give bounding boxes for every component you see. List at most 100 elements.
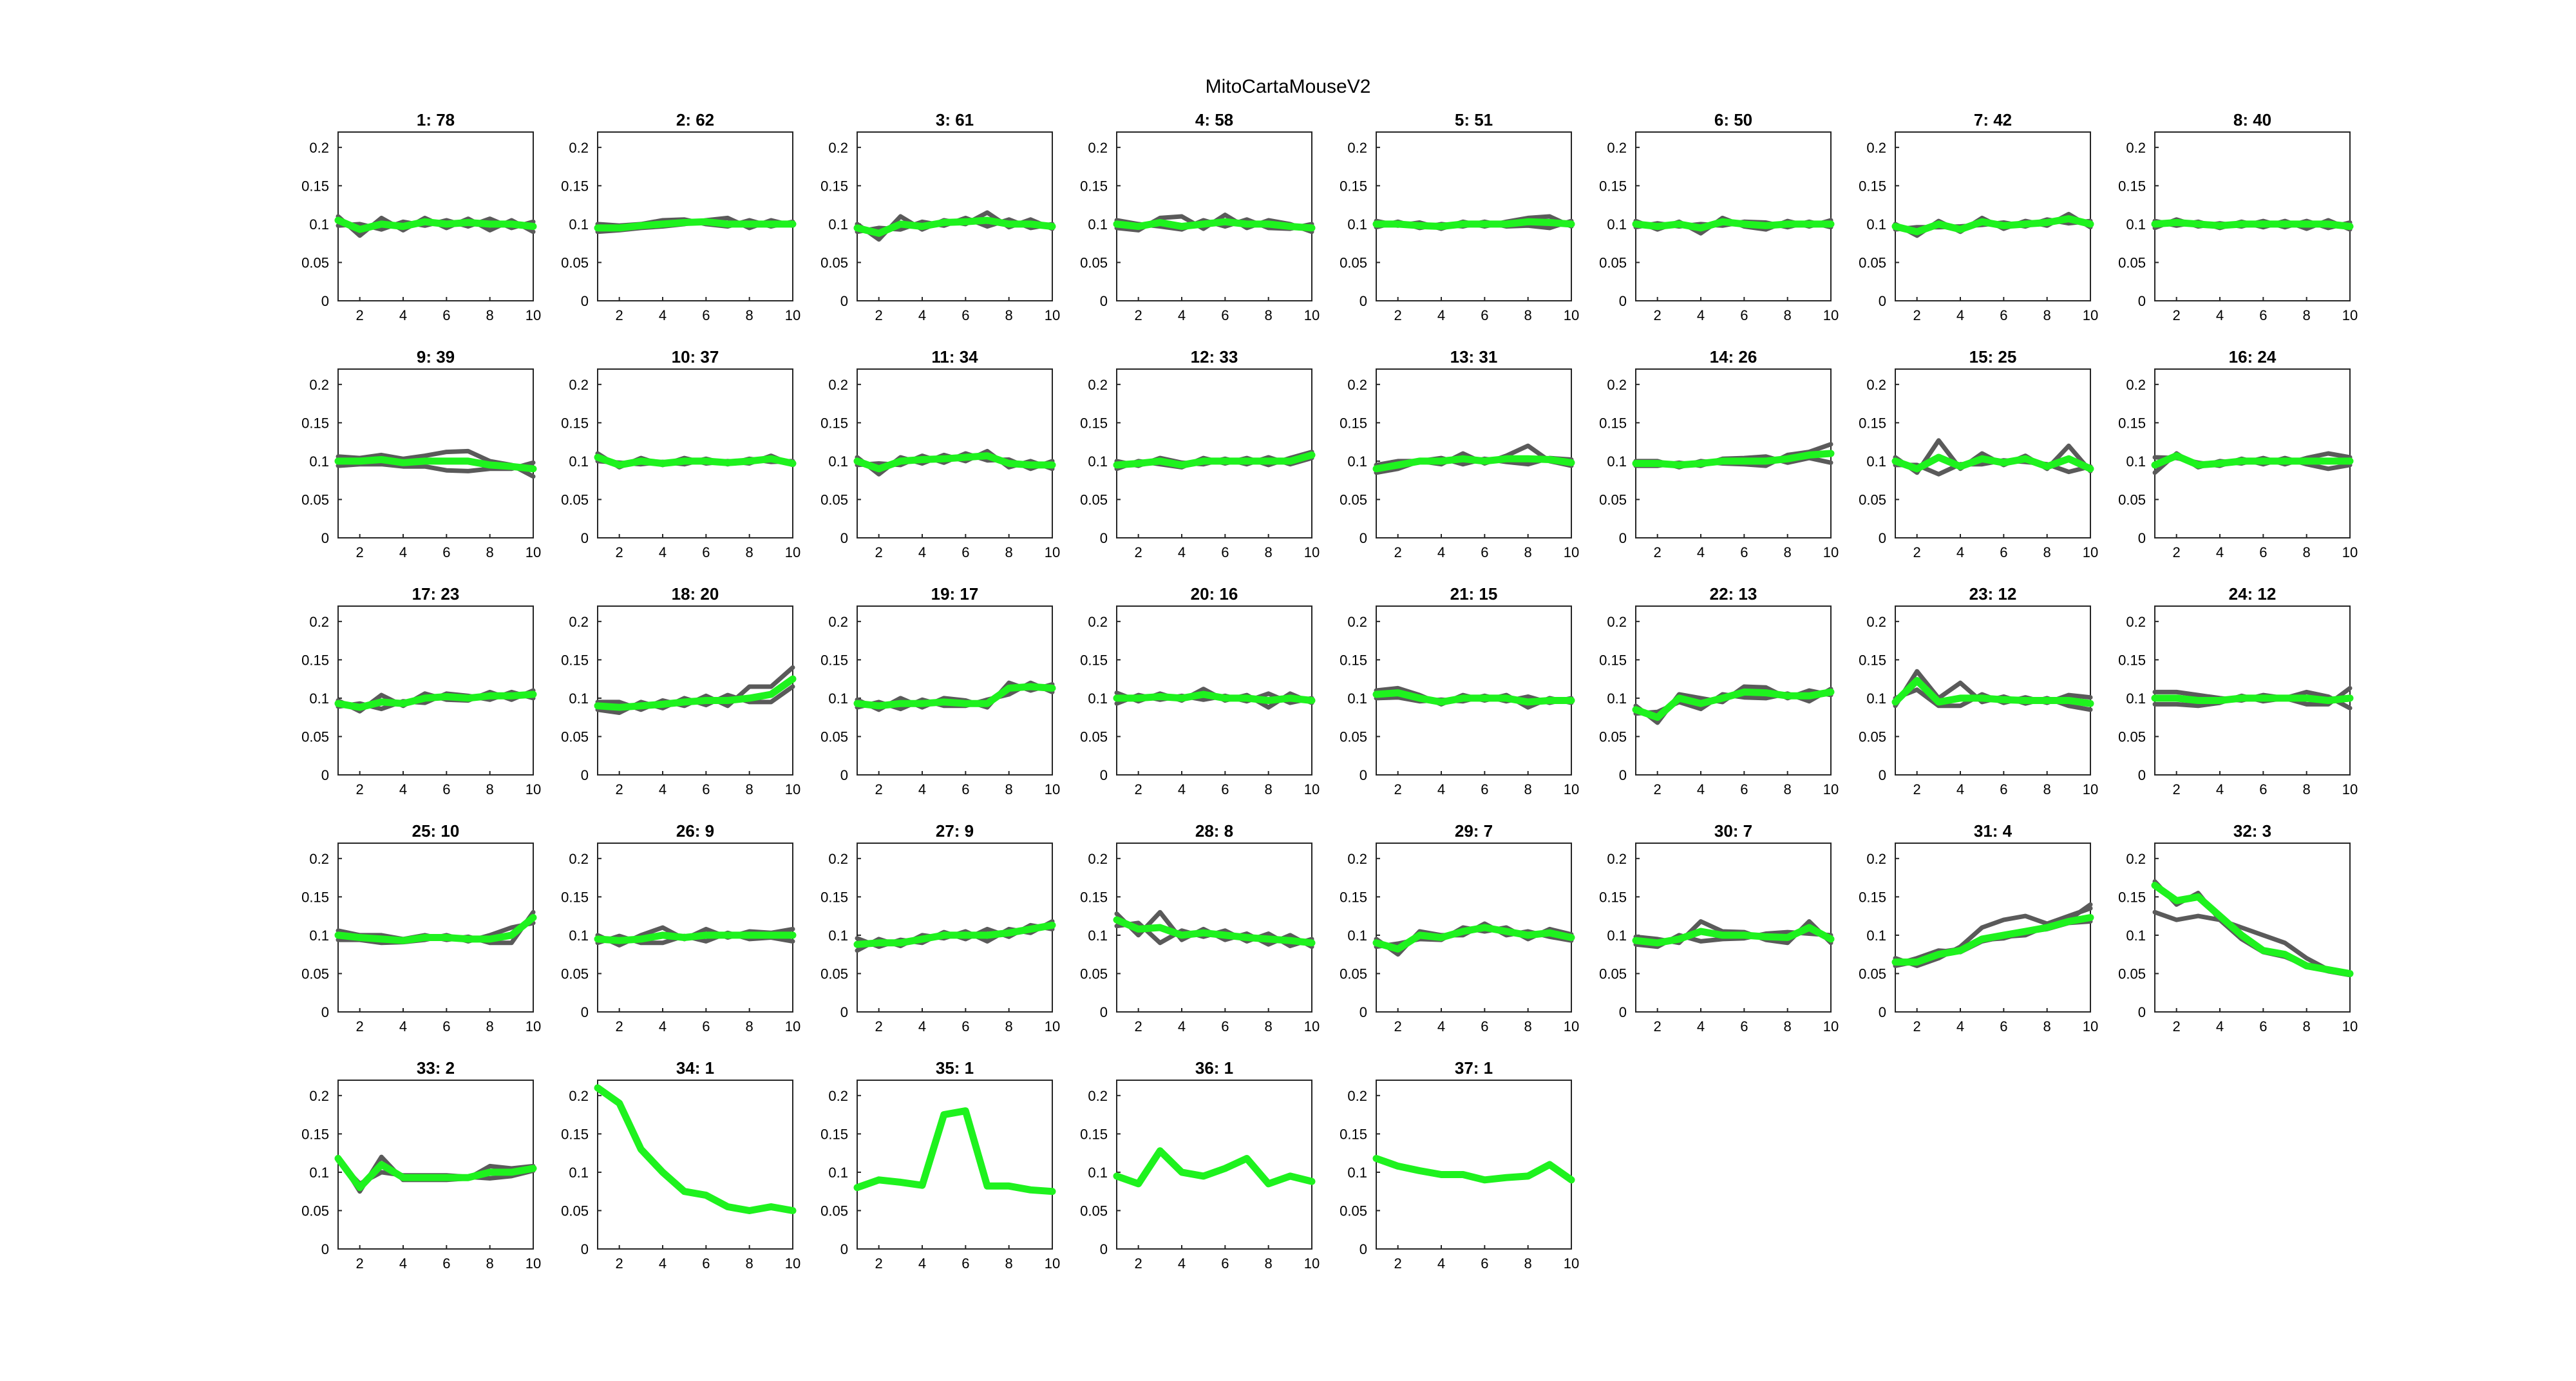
- panel-33-axes: [337, 1080, 534, 1250]
- panel-21-xtick-label: 6: [1481, 781, 1488, 797]
- panel-31-centroid-line: [1891, 914, 2094, 966]
- panel-8-ytick-label: 0: [2138, 293, 2146, 309]
- panel-2-centroid-line: [594, 218, 797, 232]
- panel-2-ytick-label: 0.2: [569, 140, 589, 156]
- panel-30: 30: 7 0 0.05 0.1 0.15 0.2 2 4 6 8 10: [1599, 821, 1839, 1034]
- panel-5: 5: 51 0 0.05 0.1 0.15 0.2 2 4 6 8 10: [1340, 110, 1579, 323]
- panel-35-ytick-label: 0.1: [828, 1165, 848, 1181]
- panel-23-title: 23: 12: [1969, 584, 2017, 604]
- panel-29-ytick-label: 0.1: [1347, 928, 1367, 944]
- panel-30-ytick-label: 0.2: [1607, 851, 1627, 867]
- panel-35-xtick-label: 4: [918, 1255, 926, 1271]
- panel-34-title: 34: 1: [676, 1058, 714, 1078]
- panel-36-centroid-line: [1113, 1147, 1316, 1188]
- panel-8-xtick-label: 10: [2342, 307, 2358, 323]
- panel-8-xtick-label: 2: [2173, 307, 2181, 323]
- panel-17-xtick-label: 2: [356, 781, 364, 797]
- panel-21-xtick-label: 8: [1524, 781, 1532, 797]
- panel-11-xtick-label: 6: [961, 544, 969, 560]
- panel-10-ytick-label: 0.1: [569, 453, 589, 470]
- panel-12-xtick-label: 2: [1135, 544, 1142, 560]
- panel-35-title: 35: 1: [936, 1058, 974, 1078]
- panel-29-axes: [1376, 843, 1572, 1013]
- panel-34-axes: [597, 1080, 793, 1250]
- panel-17: 17: 23 0 0.05 0.1 0.15 0.2 2 4 6 8 10: [301, 584, 541, 797]
- panel-37-xtick-label: 10: [1564, 1255, 1579, 1271]
- panel-5-xtick-label: 2: [1394, 307, 1402, 323]
- panel-18-ytick-label: 0.1: [569, 690, 589, 707]
- panel-22-title: 22: 13: [1710, 584, 1757, 604]
- panel-2-title: 2: 62: [676, 110, 714, 129]
- panel-1-xtick-label: 8: [486, 307, 494, 323]
- panel-23-xtick-label: 4: [1956, 781, 1964, 797]
- panel-26-ytick-label: 0.2: [569, 851, 589, 867]
- panel-28-xtick-label: 6: [1221, 1018, 1229, 1034]
- panel-6-xtick-label: 10: [1823, 307, 1839, 323]
- panel-10-xtick-label: 4: [659, 544, 667, 560]
- panel-14-xtick-label: 4: [1697, 544, 1705, 560]
- panel-13: 13: 31 0 0.05 0.1 0.15 0.2 2 4 6 8 10: [1340, 347, 1579, 560]
- panel-15-ytick-label: 0.05: [1859, 491, 1886, 508]
- panel-16-ytick-label: 0: [2138, 530, 2146, 546]
- panel-33-xtick-label: 2: [356, 1255, 364, 1271]
- panel-7-ytick-label: 0.1: [1866, 216, 1886, 233]
- panel-33-ytick-label: 0.05: [301, 1203, 329, 1219]
- panel-4-ytick-label: 0.1: [1088, 216, 1108, 233]
- panel-9-ytick-label: 0.15: [301, 415, 329, 431]
- panel-11-xtick-label: 4: [918, 544, 926, 560]
- panel-7-xtick-label: 6: [2000, 307, 2007, 323]
- panel-30-xtick-label: 10: [1823, 1018, 1839, 1034]
- panel-1: 1: 78 0 0.05 0.1 0.15 0.2 2 4 6 8 10: [301, 110, 541, 323]
- panel-23-centroid-line: [1891, 677, 2094, 707]
- panel-1-title: 1: 78: [417, 110, 455, 129]
- panel-11-ytick-label: 0.1: [828, 453, 848, 470]
- panel-15-title: 15: 25: [1969, 347, 2017, 367]
- panel-31-xtick-label: 2: [1913, 1018, 1921, 1034]
- panel-9-ytick-label: 0.05: [301, 491, 329, 508]
- panel-12-ytick-label: 0.05: [1080, 491, 1108, 508]
- panel-36-xtick-label: 6: [1221, 1255, 1229, 1271]
- panel-4-ytick-label: 0: [1100, 293, 1108, 309]
- panel-4-ytick-label: 0.2: [1088, 140, 1108, 156]
- panel-5-ytick-label: 0.15: [1340, 178, 1367, 194]
- panel-16-ytick-label: 0.2: [2126, 377, 2146, 393]
- panel-5-xtick-label: 4: [1437, 307, 1445, 323]
- panel-34-xtick-label: 4: [659, 1255, 667, 1271]
- panel-36-title: 36: 1: [1195, 1058, 1233, 1078]
- panel-26-centroid-line: [594, 931, 797, 944]
- panel-27-title: 27: 9: [936, 821, 974, 841]
- panel-34-ytick-label: 0: [581, 1241, 589, 1257]
- panel-35-ytick-label: 0: [840, 1241, 848, 1257]
- panel-21-ytick-label: 0.1: [1347, 690, 1367, 707]
- panel-22-axes: [1635, 605, 1832, 776]
- panel-1-ytick-label: 0.05: [301, 254, 329, 271]
- panel-15-ytick-label: 0.15: [1859, 415, 1886, 431]
- panel-23: 23: 12 0 0.05 0.1 0.15 0.2 2 4 6 8 10: [1859, 584, 2098, 797]
- panel-4-xtick-label: 2: [1135, 307, 1142, 323]
- panel-6-ytick-label: 0.05: [1599, 254, 1627, 271]
- panel-6-title: 6: 50: [1714, 110, 1752, 129]
- panel-21-xtick-label: 10: [1564, 781, 1579, 797]
- panel-11-xtick-label: 8: [1005, 544, 1013, 560]
- panel-31-xtick-label: 10: [2083, 1018, 2098, 1034]
- panel-36-xtick-label: 4: [1178, 1255, 1186, 1271]
- panel-10-xtick-label: 2: [616, 544, 623, 560]
- panel-32-member-line-1: [2152, 910, 2353, 978]
- panel-19-title: 19: 17: [931, 584, 979, 604]
- panel-16-centroid-line: [2151, 452, 2354, 469]
- panel-7-title: 7: 42: [1974, 110, 2012, 129]
- panel-36: 36: 1 0 0.05 0.1 0.15 0.2 2 4 6 8 10: [1080, 1058, 1320, 1271]
- panel-8-ytick-label: 0.15: [2118, 178, 2146, 194]
- panel-25-xtick-label: 2: [356, 1018, 364, 1034]
- panel-35-xtick-label: 10: [1045, 1255, 1060, 1271]
- panel-29-xtick-label: 10: [1564, 1018, 1579, 1034]
- panel-17-ytick-label: 0.15: [301, 652, 329, 668]
- panel-34-ytick-label: 0.2: [569, 1088, 589, 1104]
- panel-21-ytick-label: 0.2: [1347, 614, 1367, 630]
- panel-20: 20: 16 0 0.05 0.1 0.15 0.2 2 4 6 8 10: [1080, 584, 1320, 797]
- panel-24-centroid-line: [2151, 694, 2354, 704]
- panel-30-axes: [1635, 843, 1832, 1013]
- panel-32-ytick-label: 0.05: [2118, 966, 2146, 982]
- panel-8-xtick-label: 6: [2259, 307, 2267, 323]
- panel-10-ytick-label: 0: [581, 530, 589, 546]
